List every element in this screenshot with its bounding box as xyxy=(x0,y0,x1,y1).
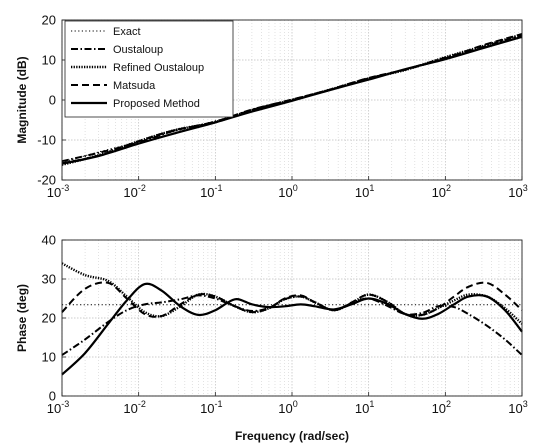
y-tick-label: 10 xyxy=(42,53,56,68)
phase-y-axis-label: Phase (deg) xyxy=(15,284,29,352)
y-tick-label: 0 xyxy=(49,389,56,404)
legend-entry: Matsuda xyxy=(113,80,156,92)
x-tick-label: 10-2 xyxy=(123,399,145,416)
y-tick-label: -20 xyxy=(37,173,56,188)
x-tick-label: 102 xyxy=(432,399,451,416)
x-tick-label: 101 xyxy=(355,399,374,416)
y-tick-label: 40 xyxy=(42,233,56,248)
x-tick-label: 101 xyxy=(355,183,374,200)
x-tick-label: 10-3 xyxy=(47,183,69,200)
magnitude-panel: 10-3 10-2 10-1 100 101 102 103 -20 -10 0 10 20 Exact… xyxy=(37,13,528,201)
legend-box xyxy=(64,20,234,118)
frequency-x-axis-label: Frequency (rad/sec) xyxy=(235,429,349,443)
y-tick-label: 0 xyxy=(49,93,56,108)
y-tick-label: 20 xyxy=(42,311,56,326)
series-line-matsuda xyxy=(61,281,523,318)
x-tick-label: 100 xyxy=(278,399,297,416)
x-tick-label: 103 xyxy=(508,399,527,416)
legend-entry: Proposed Method xyxy=(113,98,200,110)
x-tick-label: 103 xyxy=(508,183,527,200)
legend-entry: Refined Oustaloup xyxy=(113,62,204,74)
magnitude-y-axis-label: Magnitude (dB) xyxy=(15,56,29,143)
legend: Exact Oustaloup Refined Oustaloup Matsuda Pr… xyxy=(64,20,234,118)
series-line-proposed-method xyxy=(61,282,523,376)
x-tick-label: 102 xyxy=(432,183,451,200)
x-tick-label: 10-3 xyxy=(47,399,69,416)
legend-entry: Exact xyxy=(113,26,141,38)
y-tick-label: 20 xyxy=(42,13,56,28)
y-tick-label: -10 xyxy=(37,133,56,148)
series-line-proposed-method xyxy=(61,35,523,165)
x-tick-label: 10-1 xyxy=(200,399,222,416)
x-tick-label: 10-1 xyxy=(200,183,222,200)
x-tick-label: 10-2 xyxy=(123,183,145,200)
x-tick-label: 100 xyxy=(278,183,297,200)
y-tick-label: 10 xyxy=(42,350,56,365)
phase-panel: 10-3 10-2 10-1 100 101 102 103 0 10 20 30 40 xyxy=(42,233,528,417)
y-tick-label: 30 xyxy=(42,272,56,287)
legend-entry: Oustaloup xyxy=(113,44,163,56)
